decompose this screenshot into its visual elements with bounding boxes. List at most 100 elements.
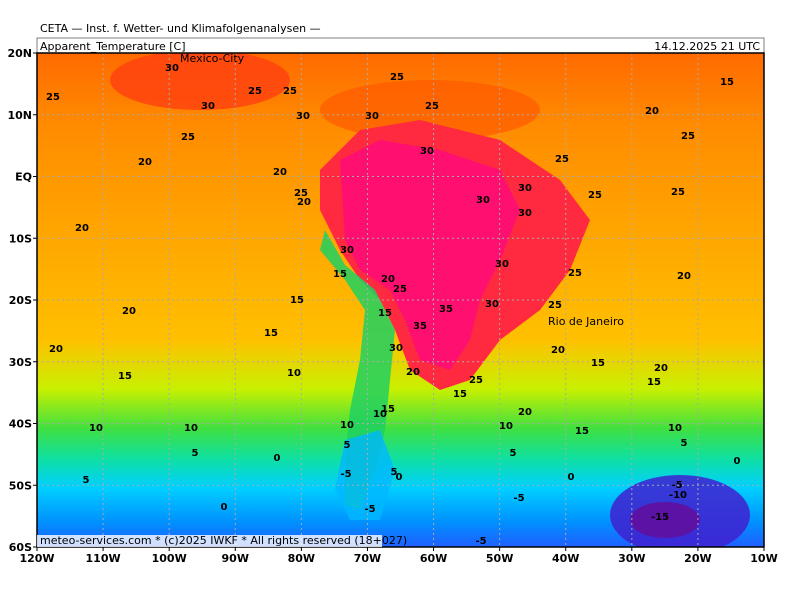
contour-label: 25 — [568, 268, 582, 279]
patagonia-cold — [335, 430, 395, 520]
contour-label: 5 — [681, 438, 688, 449]
contour-label: 15 — [453, 389, 467, 400]
contour-label: 25 — [469, 375, 483, 386]
contour-label: 30 — [495, 259, 509, 270]
contour-label: 0 — [734, 456, 741, 467]
contour-label: 35 — [413, 321, 427, 332]
contour-label: 20 — [518, 407, 532, 418]
contour-label: 25 — [548, 300, 562, 311]
contour-label: -10 — [669, 490, 687, 501]
city-label: Rio de Janeiro — [548, 315, 624, 328]
contour-label: 25 — [425, 101, 439, 112]
y-tick-label: 50S — [9, 479, 32, 492]
contour-label: 25 — [671, 187, 685, 198]
x-tick-label: 80W — [288, 552, 315, 565]
x-tick-label: 100W — [152, 552, 187, 565]
contour-label: 30 — [518, 183, 532, 194]
contour-label: 30 — [340, 245, 354, 256]
footer: meteo-services.com * (c)2025 IWKF * All … — [40, 534, 407, 547]
contour-label: 20 — [406, 367, 420, 378]
contour-label: 30 — [485, 299, 499, 310]
contour-label: 30 — [476, 195, 490, 206]
contour-label: 20 — [654, 363, 668, 374]
footer-bg — [37, 535, 382, 547]
contour-label: 25 — [181, 132, 195, 143]
contour-label: 30 — [420, 146, 434, 157]
contour-label: 25 — [283, 86, 297, 97]
x-tick-label: 60W — [420, 552, 447, 565]
contour-label: 15 — [575, 426, 589, 437]
contour-label: 10 — [184, 423, 198, 434]
contour-label: 15 — [290, 295, 304, 306]
contour-label: 15 — [333, 269, 347, 280]
contour-label: 0 — [396, 472, 403, 483]
contour-label: 15 — [591, 358, 605, 369]
city-label: Mexico-City — [180, 52, 245, 65]
contour-label: 5 — [83, 475, 90, 486]
contour-label: 5 — [192, 448, 199, 459]
contour-label: 10 — [668, 423, 682, 434]
x-tick-label: 20W — [684, 552, 711, 565]
contour-label: 20 — [122, 306, 136, 317]
contour-label: 0 — [221, 502, 228, 513]
contour-label: 20 — [138, 157, 152, 168]
temperature-field: 25 25 25 30 25 20 30 25 25 30 30 25 20 2… — [37, 52, 764, 547]
contour-labels: 25 25 25 30 25 20 30 25 25 30 30 25 20 2… — [46, 63, 740, 547]
contour-label: 0 — [568, 472, 575, 483]
warm-area — [320, 80, 540, 140]
contour-label: 30 — [365, 111, 379, 122]
contour-label: 20 — [381, 274, 395, 285]
contour-label: 0 — [274, 453, 281, 464]
x-tick-label: 50W — [486, 552, 513, 565]
y-tick-label: 60S — [9, 541, 32, 554]
contour-label: 20 — [297, 197, 311, 208]
contour-label: -5 — [340, 469, 351, 480]
x-tick-label: 70W — [354, 552, 381, 565]
contour-label: 5 — [391, 467, 398, 478]
contour-label: 15 — [378, 308, 392, 319]
contour-label: 25 — [294, 188, 308, 199]
contour-label: 30 — [389, 343, 403, 354]
contour-label: 15 — [118, 371, 132, 382]
contour-label: -5 — [364, 504, 375, 515]
contour-label: 5 — [344, 440, 351, 451]
cold-core — [630, 502, 700, 538]
contour-label: 5 — [510, 448, 517, 459]
contour-label: 10 — [89, 423, 103, 434]
x-tick-label: 120W — [19, 552, 54, 565]
land-very-hot — [340, 140, 520, 370]
y-tick-label: 20S — [9, 294, 32, 307]
y-tick-label: EQ — [15, 171, 32, 184]
contour-label: -5 — [513, 493, 524, 504]
contour-label: 25 — [393, 284, 407, 295]
contour-label: 30 — [165, 63, 179, 74]
contour-label: 25 — [681, 131, 695, 142]
axes: 120W 110W 100W 90W 80W 70W 60W 50W 40W 30W 20W 10W 2… — [7, 47, 777, 565]
contour-label: 25 — [588, 190, 602, 201]
timestamp: 14.12.2025 21 UTC — [654, 40, 760, 53]
y-tick-label: 10N — [7, 109, 32, 122]
contour-label: 25 — [390, 72, 404, 83]
contour-label: -5 — [475, 536, 486, 547]
contour-label: 30 — [201, 101, 215, 112]
grid — [37, 53, 764, 547]
contour-label: -15 — [651, 512, 669, 523]
contour-label: 15 — [264, 328, 278, 339]
field-name: Apparent_Temperature [C] — [40, 40, 186, 53]
contour-label: 25 — [46, 92, 60, 103]
contour-label: 35 — [439, 304, 453, 315]
contour-label: 20 — [645, 106, 659, 117]
contour-label: -5 — [671, 480, 682, 491]
y-tick-label: 10S — [9, 232, 32, 245]
x-tick-label: 110W — [86, 552, 121, 565]
contour-label: 10 — [287, 368, 301, 379]
contour-label: 20 — [75, 223, 89, 234]
header-institute: CETA — Inst. f. Wetter- und Klimafolgena… — [40, 22, 321, 35]
contour-label: 10 — [373, 409, 387, 420]
warm-area — [110, 53, 290, 110]
contour-label: 15 — [381, 404, 395, 415]
contour-label: 30 — [296, 111, 310, 122]
contour-label: 15 — [720, 77, 734, 88]
contour-label: 20 — [551, 345, 565, 356]
